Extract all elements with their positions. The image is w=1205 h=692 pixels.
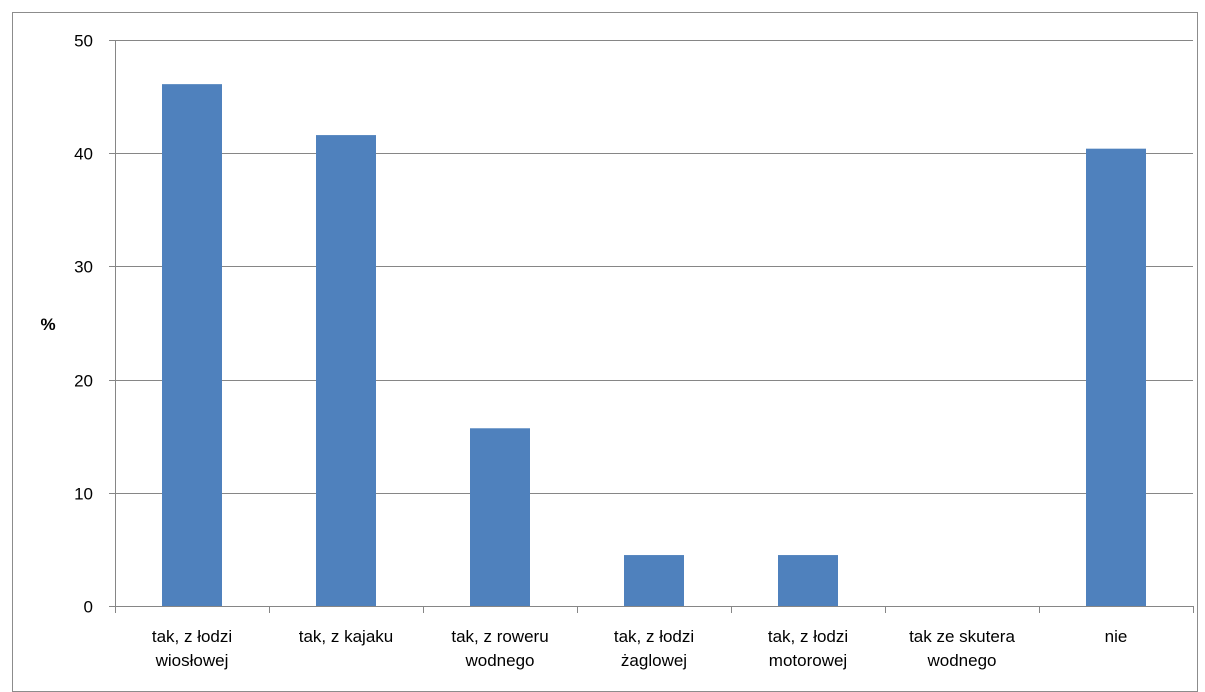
bar [470, 428, 530, 606]
y-tick-label: 10 [74, 485, 93, 504]
x-tick-label-line: tak, z kajaku [299, 627, 394, 646]
x-tick-label: nie [1105, 627, 1128, 646]
x-tick-label: tak, z łodzi motorowej [768, 627, 848, 670]
bar [778, 555, 838, 606]
x-tick-label: tak, z kajaku [299, 627, 394, 646]
x-tick-label-line: tak, z łodzi [152, 627, 232, 646]
gridlines [115, 40, 1193, 494]
y-axis-title: % [40, 315, 55, 334]
y-tick-label: 50 [74, 32, 93, 51]
bar [624, 555, 684, 606]
x-tick-label-line: tak, z łodzi [768, 627, 848, 646]
axes [109, 40, 1194, 613]
y-tick-label: 0 [84, 598, 93, 617]
y-tick-label: 20 [74, 372, 93, 391]
bar [316, 135, 376, 606]
x-tick-label-line: tak ze skutera [909, 627, 1015, 646]
x-tick-label-line: nie [1105, 627, 1128, 646]
x-tick-label: tak, z łodzi żaglowej [614, 627, 694, 670]
x-tick-label: tak, z łodzi wiosłowej [152, 627, 232, 670]
x-tick-label-line: żaglowej [621, 651, 687, 670]
y-tick-labels: 0 10 20 30 40 50 [74, 32, 93, 617]
y-tick-label: 30 [74, 258, 93, 277]
x-tick-label-line: wodnego [464, 651, 534, 670]
bar [1086, 148, 1146, 606]
x-tick-label-line: wodnego [926, 651, 996, 670]
x-tick-label-line: motorowej [769, 651, 847, 670]
bar [162, 84, 222, 606]
x-tick-labels: tak, z łodzi wiosłowej tak, z kajaku tak, z… [152, 627, 1128, 670]
bars [162, 84, 1146, 606]
x-tick-label-line: tak, z roweru [451, 627, 548, 646]
x-tick-label-line: tak, z łodzi [614, 627, 694, 646]
y-tick-label: 40 [74, 145, 93, 164]
x-tick-label-line: wiosłowej [155, 651, 229, 670]
x-tick-label: tak ze skutera wodnego [909, 627, 1015, 670]
x-tick-label: tak, z roweru wodnego [451, 627, 548, 670]
